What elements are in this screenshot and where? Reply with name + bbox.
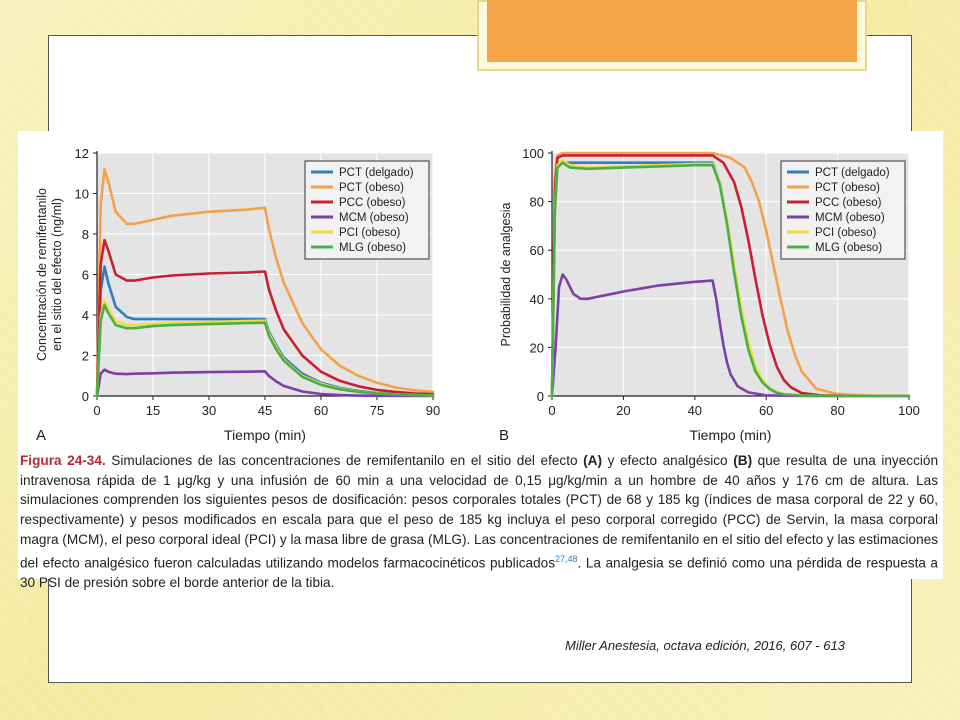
panel-b-series-line [550, 273, 911, 398]
panel-a-legend-entry: PCC (obeso) [339, 197, 406, 209]
panel-a-x-tick-label: 60 [314, 403, 328, 418]
panel-a-y-tick-label: 12 [75, 146, 89, 161]
panel-b-legend-entry: MLG (obeso) [815, 242, 882, 254]
panel-b-y-axis-label: Probabilidad de analgesia [499, 203, 513, 347]
panel-b-x-tick-label: 60 [759, 403, 773, 418]
panel-a-x-tick-label: 90 [426, 403, 440, 418]
panel-b-legend-box [780, 160, 906, 260]
citation: Miller Anestesia, octava edición, 2016, … [565, 638, 845, 653]
caption-text-1: Simulaciones de las concentraciones de r… [105, 453, 584, 468]
panel-b-panel-letter: B [499, 427, 509, 444]
panel-b-legend-entry: PCT (obeso) [815, 182, 880, 194]
panel-a-y-tick-label: 4 [82, 308, 89, 323]
caption-text-3: que resulta de una inyección intravenosa… [20, 453, 939, 571]
title-accent-block [487, 0, 857, 62]
panel-a-panel-letter: A [36, 427, 46, 444]
panel-a-legend-entry: MLG (obeso) [339, 242, 406, 254]
panel-b-legend-entry: PCI (obeso) [815, 227, 877, 239]
panel-a-series-line [95, 167, 435, 398]
panel-a-legend-entry: MCM (obeso) [339, 212, 409, 224]
figure-label: Figura 24-34. [20, 453, 106, 468]
panel-b-series-line [550, 154, 911, 398]
panel-b-y-tick-label: 100 [522, 146, 544, 161]
panel-b-y-tick-label: 60 [530, 243, 544, 258]
caption-references: 27,48 [555, 553, 578, 564]
panel-a-legend-entry: PCI (obeso) [339, 227, 401, 239]
panel-b-y-tick-label: 0 [537, 389, 544, 404]
panel-a-x-tick-label: 30 [202, 403, 216, 418]
caption-text-2: y efecto analgésico [602, 453, 734, 468]
panel-a-x-tick-label: 0 [93, 403, 100, 418]
caption-text-4: . La analgesia se definió como una pérdi… [20, 555, 938, 590]
panel-a-y-axis-label-line1: Concentración de remifentanilo [35, 188, 49, 361]
panel-b-legend-entry: PCT (delgado) [815, 167, 890, 179]
panel-a-legend-box [304, 160, 430, 260]
figure-caption: Figura 24-34. Simulaciones de las concen… [20, 451, 938, 592]
chart-svg: 0 2 4 6 8 10 12 0 15 30 45 60 75 90 Tiempo (min) A Conce… [35, 146, 920, 444]
panel-a-y-tick-label: 6 [82, 268, 89, 283]
figure: 0 2 4 6 8 10 12 0 15 30 45 60 75 90 Tiempo (min) A Conce… [18, 131, 943, 590]
panel-b-x-tick-label: 80 [830, 403, 844, 418]
panel-b-legend-entry: MCM (obeso) [815, 212, 885, 224]
panel-a-y-tick-label: 2 [82, 349, 89, 364]
panel-b-series-line [550, 161, 911, 398]
panel-a-legend-entry: PCT (obeso) [339, 182, 404, 194]
caption-panel-b: (B) [733, 453, 753, 468]
panel-a-series-line [95, 303, 435, 398]
panel-b-x-axis-label: Tiempo (min) [690, 427, 772, 443]
panel-a-y-tick-label: 0 [82, 389, 89, 404]
panel-b-y-tick-label: 20 [530, 340, 544, 355]
caption-panel-a: (A) [583, 453, 603, 468]
panel-b-x-tick-label: 40 [688, 403, 702, 418]
panel-a-x-tick-label: 15 [146, 403, 160, 418]
panel-a-x-tick-label: 75 [370, 403, 384, 418]
panel-b-y-tick-label: 40 [530, 292, 544, 307]
panel-a-series-line [95, 368, 435, 398]
panel-b-y-tick-label: 80 [530, 195, 544, 210]
panel-a-x-tick-label: 45 [258, 403, 272, 418]
panel-b-series-line [550, 151, 911, 398]
panel-a-y-axis-label-line2: en el sitio del efecto (ng/ml) [50, 198, 64, 351]
panel-a-legend-entry: PCT (delgado) [339, 167, 414, 179]
panel-a-x-axis-label: Tiempo (min) [224, 427, 306, 443]
panel-b-x-tick-label: 20 [616, 403, 630, 418]
panel-b-legend-entry: PCC (obeso) [815, 197, 882, 209]
panel-a-y-tick-label: 10 [75, 187, 89, 202]
panel-b-x-tick-label: 0 [548, 403, 555, 418]
panel-b-x-tick-label: 100 [898, 403, 920, 418]
panel-a-series-line [95, 238, 435, 398]
panel-a-y-tick-label: 8 [82, 227, 89, 242]
